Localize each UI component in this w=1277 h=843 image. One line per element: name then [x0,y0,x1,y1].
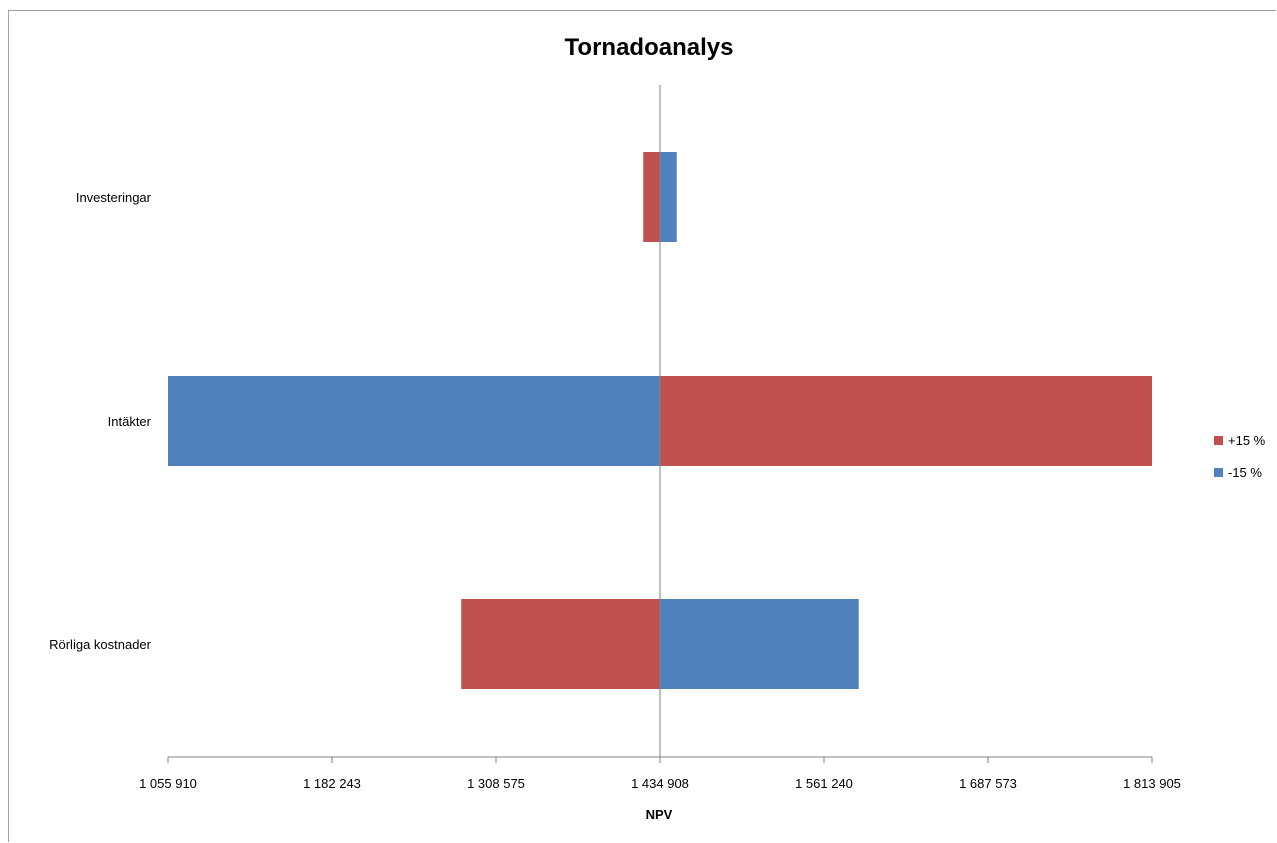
bar-plus-2 [461,599,661,689]
x-tick-label: 1 813 905 [1123,776,1181,791]
legend-label: +15 % [1228,433,1266,448]
x-tick-label: 1 308 575 [467,776,525,791]
category-labels: Investeringar Intäkter Rörliga kostnader [49,190,152,652]
bar-minus-2 [660,599,859,689]
legend-label: -15 % [1228,465,1262,480]
x-tick-label: 1 055 910 [139,776,197,791]
bar-minus-0 [660,152,677,242]
legend: +15 % -15 % [1214,433,1266,480]
bar-plus-0 [643,152,661,242]
legend-swatch [1214,468,1223,477]
legend-swatch [1214,436,1223,445]
category-label: Rörliga kostnader [49,637,152,652]
bar-plus-1 [660,376,1152,466]
chart-title: Tornadoanalys [565,34,734,61]
bar-minus-1 [168,376,661,466]
x-tick-label: 1 561 240 [795,776,853,791]
x-axis-label: NPV [646,807,673,822]
x-tick-label: 1 182 243 [303,776,361,791]
x-tick-label: 1 687 573 [959,776,1017,791]
x-axis-ticks: 1 055 910 1 182 243 1 308 575 1 434 908 1 56… [139,757,1181,791]
x-tick-label: 1 434 908 [631,776,689,791]
category-label: Intäkter [108,414,152,429]
chart-frame [8,10,1276,842]
category-label: Investeringar [76,190,152,205]
bars-layer [168,152,1152,689]
